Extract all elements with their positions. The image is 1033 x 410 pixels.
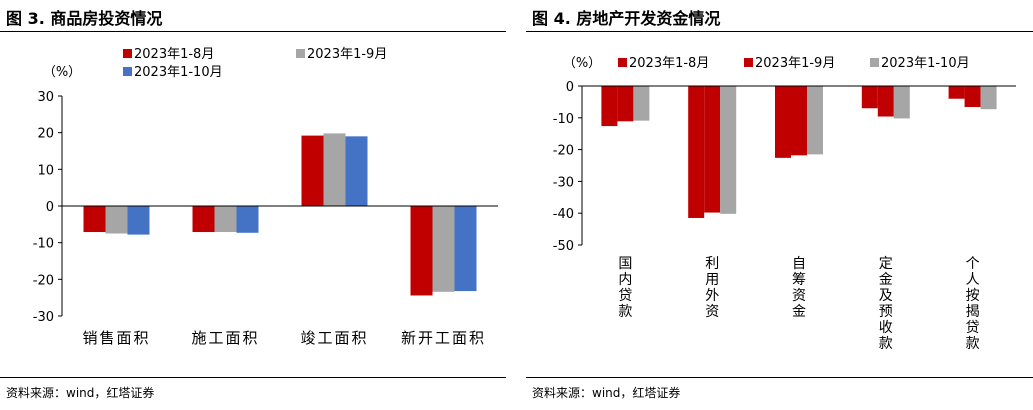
bar	[980, 86, 997, 110]
category-label: 竣工面积	[300, 329, 368, 347]
chart-panel-right: 图 4. 房地产开发资金情况 （%） 2023年1-8月 2023年1-9月 2023…	[526, 0, 1033, 410]
legend-item: 2023年1-9月	[744, 56, 835, 71]
bar	[323, 133, 346, 206]
legend-swatch	[123, 67, 132, 76]
bar	[601, 86, 618, 127]
bar	[720, 86, 737, 214]
y-tick-label: 10	[37, 163, 54, 178]
bar	[454, 206, 477, 292]
bottom-divider	[526, 377, 1033, 378]
bar	[236, 206, 259, 233]
bar	[704, 86, 721, 213]
category-label: 利用外资	[705, 256, 719, 320]
category-label: 新开工面积	[401, 329, 486, 347]
chart-svg-left: （%） 2023年1-8月 2023年1-9月 2023年1-10月 30 20 10 0 -1…	[33, 47, 498, 347]
legend-label: 2023年1-9月	[307, 47, 387, 62]
category-label: 自筹资金	[792, 256, 806, 320]
legend-swatch	[123, 49, 132, 58]
y-tick-label: 0	[46, 200, 54, 215]
category-label: 个人按揭贷款	[966, 256, 980, 352]
y-tick-label: -20	[33, 273, 54, 288]
legend-swatch	[870, 58, 879, 67]
y-tick-label: -30	[33, 310, 54, 325]
bar	[791, 86, 807, 156]
bar	[345, 136, 368, 206]
y-tick-label: -40	[553, 207, 574, 222]
category-label: 销售面积	[82, 329, 150, 347]
y-axis-label: （%）	[43, 65, 81, 80]
category-label: 施工面积	[191, 329, 259, 347]
bar	[301, 135, 324, 206]
legend-item: 2023年1-8月	[618, 56, 709, 71]
y-axis-label: （%）	[563, 56, 601, 71]
source-note: 资料来源：wind，红塔证券	[532, 386, 681, 400]
chart-panel-left: 图 3. 商品房投资情况 （%） 2023年1-8月 2023年1-9月 2023年1…	[0, 0, 506, 410]
legend-label: 2023年1-8月	[629, 56, 709, 71]
top-divider	[0, 31, 506, 32]
legend-label: 2023年1-10月	[134, 65, 223, 80]
y-tick-label: -30	[553, 175, 574, 190]
bar	[807, 86, 823, 155]
legend-label: 2023年1-9月	[755, 56, 835, 71]
bar	[83, 206, 106, 233]
legend-item: 2023年1-8月	[123, 47, 214, 62]
category-label: 国内贷款	[618, 256, 632, 320]
top-divider	[526, 31, 1033, 32]
bar	[633, 86, 650, 121]
legend-item: 2023年1-10月	[870, 56, 970, 71]
source-note: 资料来源：wind，红塔证券	[6, 386, 155, 400]
chart-svg-right: （%） 2023年1-8月 2023年1-9月 2023年1-10月 0 -10 -20 -3…	[553, 56, 1016, 352]
legend-item: 2023年1-9月	[296, 47, 387, 62]
bottom-divider	[0, 377, 506, 378]
legend-swatch	[296, 49, 305, 58]
y-tick-label: -10	[33, 237, 54, 252]
bar	[688, 86, 705, 218]
bar	[617, 86, 634, 122]
y-tick-label: 0	[566, 80, 574, 95]
y-tick-label: -50	[553, 239, 574, 254]
legend-swatch	[744, 58, 753, 67]
chart-title: 图 4. 房地产开发资金情况	[532, 9, 721, 28]
legend-swatch	[618, 58, 627, 67]
bar	[964, 86, 981, 107]
y-tick-label: 30	[37, 90, 54, 105]
y-tick-label: -20	[553, 144, 574, 159]
bar	[432, 206, 455, 292]
bar	[127, 206, 150, 235]
category-label: 定金及预收款	[879, 256, 893, 352]
bar	[893, 86, 910, 119]
legend-item: 2023年1-10月	[123, 65, 223, 80]
legend-label: 2023年1-10月	[881, 56, 970, 71]
y-tick-label: 20	[37, 127, 54, 142]
y-tick-label: -10	[553, 112, 574, 127]
bar	[948, 86, 965, 99]
bar	[877, 86, 894, 117]
bar	[105, 206, 128, 234]
bar	[775, 86, 791, 158]
bar	[410, 206, 433, 296]
legend-label: 2023年1-8月	[134, 47, 214, 62]
bar	[192, 206, 215, 233]
chart-title: 图 3. 商品房投资情况	[6, 9, 163, 28]
bar	[214, 206, 237, 233]
bar	[861, 86, 878, 109]
